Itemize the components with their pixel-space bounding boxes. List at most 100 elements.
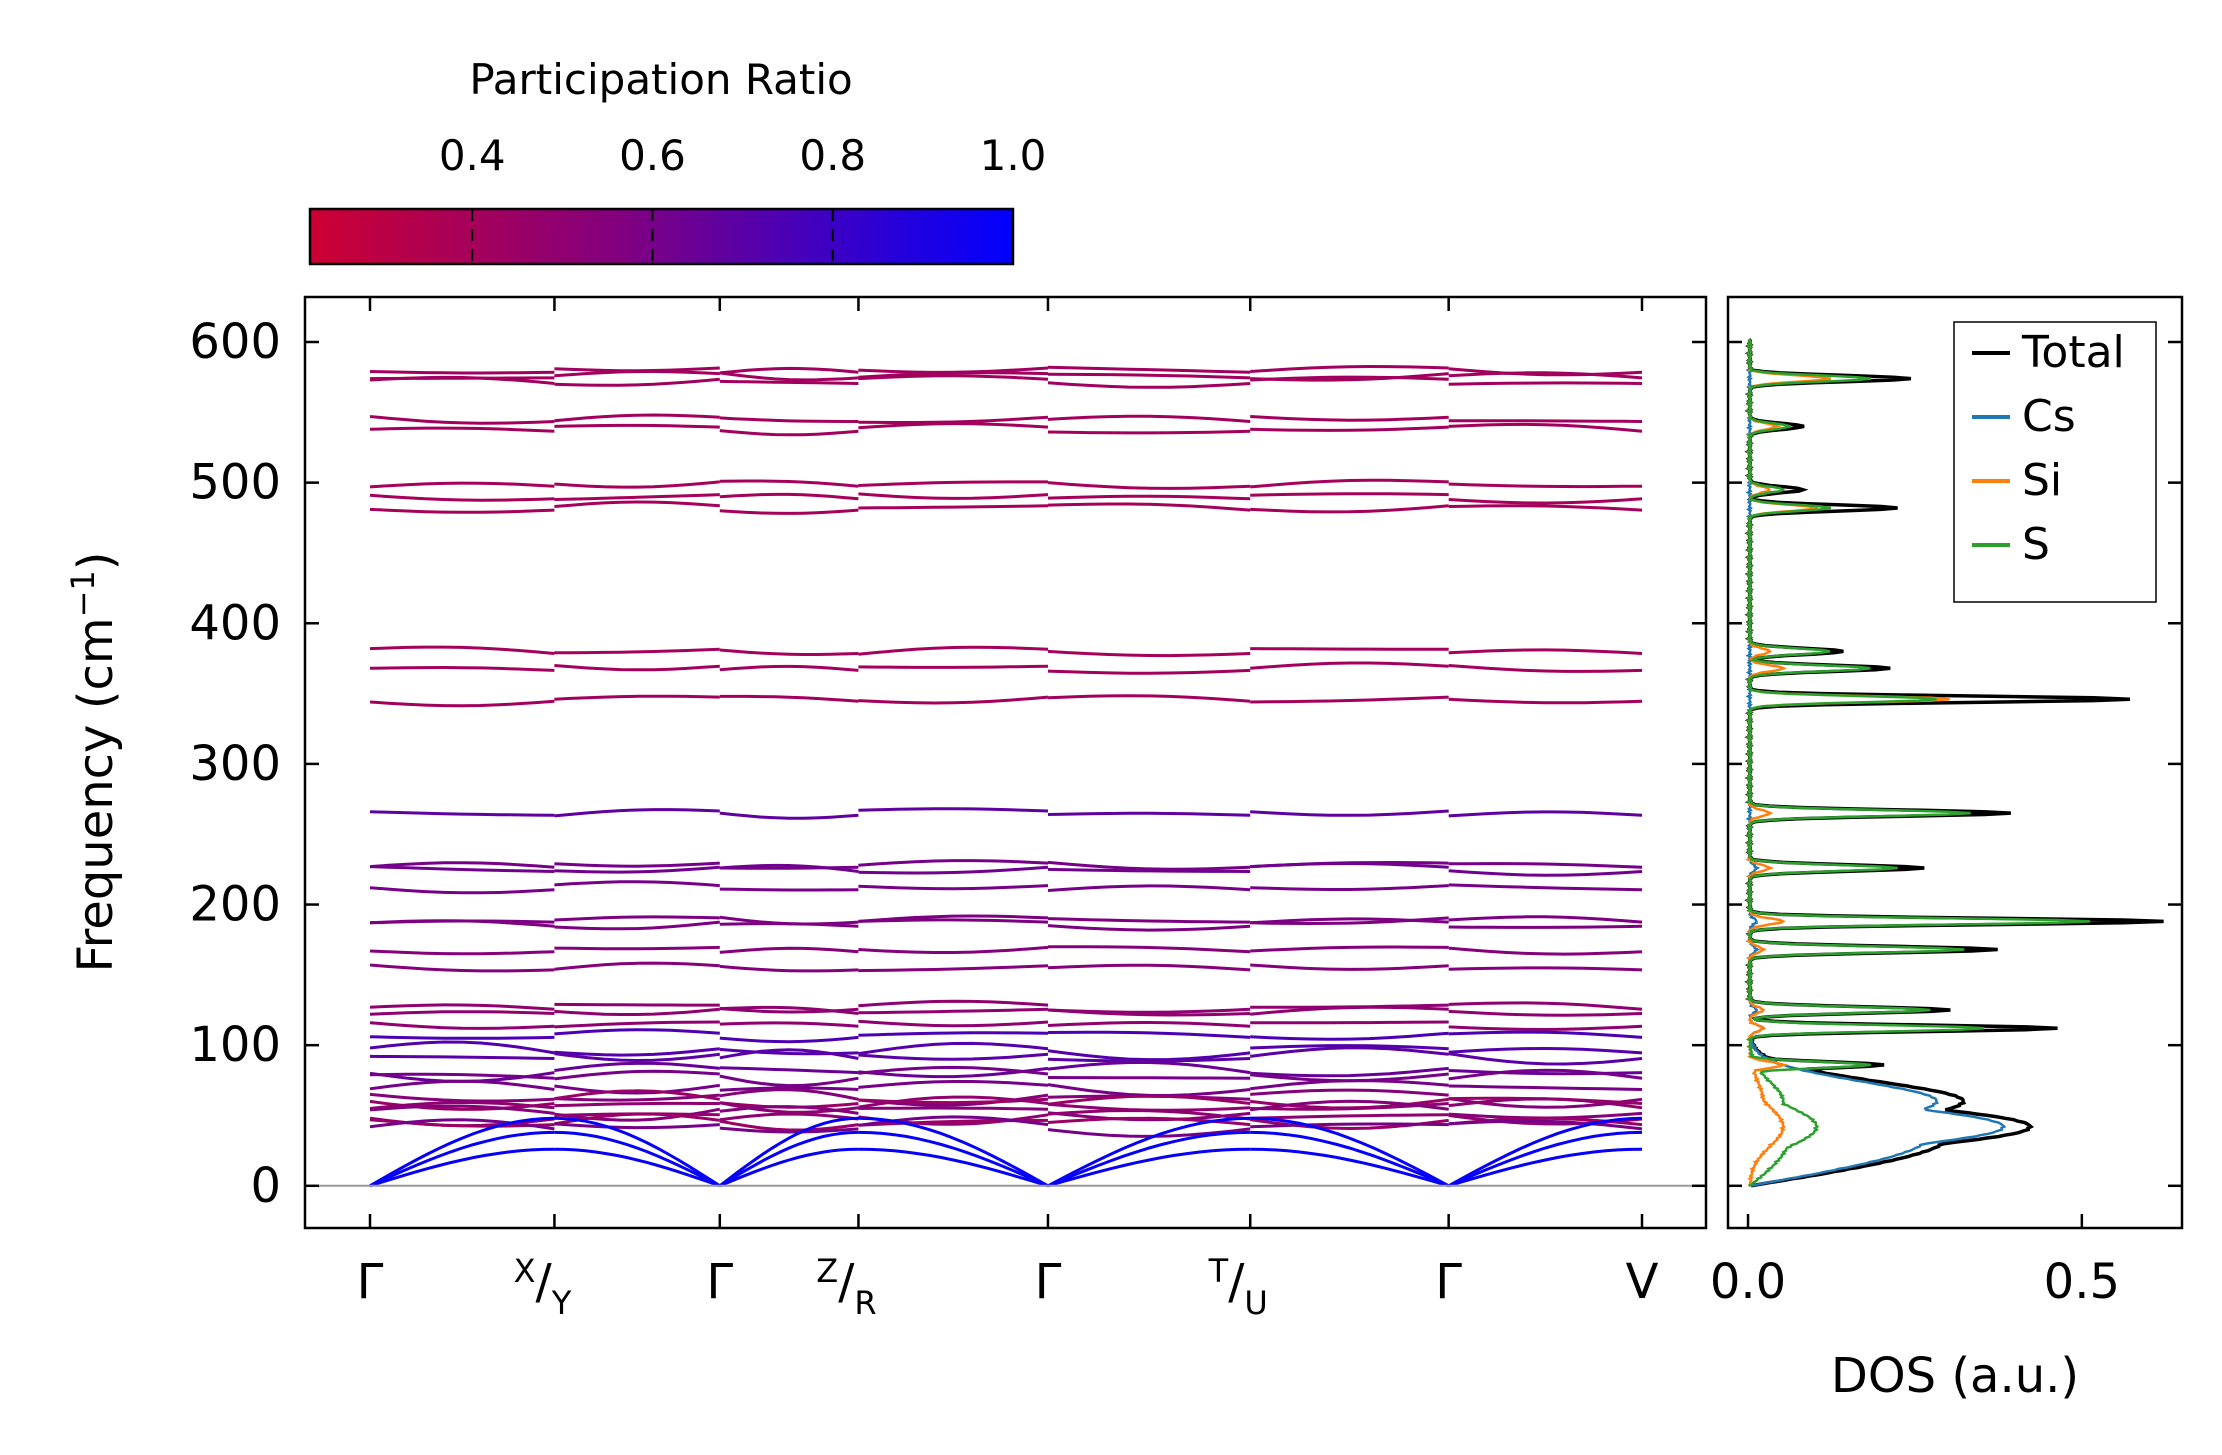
phonon-band <box>1047 668 1251 675</box>
phonon-band <box>719 1021 859 1028</box>
phonon-band <box>858 695 1049 705</box>
phonon-band <box>554 961 720 971</box>
y-axis-label: Frequency (cm−1) <box>64 551 124 972</box>
phonon-band <box>554 1007 720 1016</box>
phonon-band <box>858 374 1049 381</box>
phonon-band <box>1448 946 1643 956</box>
k-point-label: X/Y <box>514 1252 572 1322</box>
phonon-band <box>554 1101 720 1108</box>
k-point-label: V <box>1626 1254 1659 1310</box>
phonon-band <box>1047 429 1251 435</box>
phonon-band <box>719 664 859 672</box>
colorbar-tick-label: 0.4 <box>439 131 506 180</box>
phonon-band <box>1448 482 1643 489</box>
colorbar-tick-label: 1.0 <box>980 131 1047 180</box>
phonon-band <box>554 1061 720 1072</box>
phonon-band <box>554 1047 720 1057</box>
y-tick-label: 600 <box>189 314 281 370</box>
phonon-band <box>1250 917 1449 925</box>
phonon-band <box>554 1020 720 1029</box>
phonon-band <box>369 1010 555 1016</box>
acoustic-band <box>1250 1116 1450 1188</box>
y-tick-label: 500 <box>189 455 281 511</box>
band-structure-panel: 0 100 200 300 400 500 600 Γ X/Y Γ Z/R Γ T/U Γ V Frequ… <box>64 295 1708 1322</box>
phonon-band <box>554 861 720 868</box>
phonon-band <box>1047 917 1251 924</box>
acoustic-band <box>554 1130 721 1188</box>
colorbar-label: Participation Ratio <box>469 55 852 104</box>
phonon-band <box>1448 381 1643 386</box>
phonon-band <box>1250 375 1449 382</box>
colorbar-tick-label: 0.8 <box>799 131 866 180</box>
k-point-label: Γ <box>1435 1254 1462 1310</box>
phonon-band <box>1047 1008 1251 1017</box>
phonon-band <box>1047 481 1251 490</box>
phonon-band <box>369 1021 555 1030</box>
phonon-band <box>1250 861 1449 869</box>
phonon-band <box>554 1089 721 1101</box>
phonon-band <box>1448 1068 1643 1081</box>
phonon-band <box>858 945 1049 954</box>
phonon-band <box>369 1072 555 1080</box>
phonon-band <box>554 808 720 818</box>
phonon-band <box>554 647 720 655</box>
phonon-band <box>369 375 555 385</box>
phonon-band <box>369 507 555 514</box>
k-point-label: T/U <box>1208 1252 1268 1322</box>
dos-x-label: DOS (a.u.) <box>1831 1348 2079 1404</box>
phonon-band <box>1448 1084 1643 1091</box>
phonon-band <box>1047 372 1251 380</box>
phonon-band <box>858 918 1049 924</box>
phonon-band <box>554 664 720 672</box>
phonon-band <box>369 1092 555 1103</box>
phonon-band <box>1448 422 1643 433</box>
phonon-band <box>1250 1046 1449 1058</box>
phonon-band <box>858 859 1049 867</box>
phonon-band <box>369 1035 555 1040</box>
phonon-band <box>554 1122 720 1130</box>
acoustic-band <box>858 1116 1049 1188</box>
acoustic-band <box>369 1130 555 1188</box>
phonon-band <box>1448 1030 1643 1039</box>
phonon-band <box>1250 1005 1449 1016</box>
k-point-label: Γ <box>706 1254 733 1310</box>
acoustic-band <box>1250 1147 1450 1188</box>
phonon-band <box>719 694 859 703</box>
phonon-band <box>1047 1094 1251 1106</box>
phonon-band <box>858 1031 1049 1037</box>
phonon-band <box>858 964 1049 973</box>
phonon-band <box>719 811 859 820</box>
phonon-band <box>1448 1097 1643 1110</box>
phonon-band <box>369 1079 555 1091</box>
phonon-band <box>719 946 859 954</box>
phonon-band <box>369 810 555 817</box>
phonon-band <box>554 377 720 387</box>
phonon-band <box>554 1093 720 1102</box>
dos-series-s <box>1745 338 2091 1187</box>
phonon-band <box>554 1002 720 1007</box>
phonon-band <box>858 366 1049 374</box>
k-point-label: Z/R <box>816 1252 876 1322</box>
phonon-band <box>1047 860 1251 871</box>
phonon-band <box>719 1105 859 1115</box>
phonon-band <box>1047 963 1251 972</box>
phonon-band <box>719 429 859 437</box>
acoustic-band <box>369 1116 555 1188</box>
y-tick-label: 100 <box>189 1017 281 1073</box>
phonon-band <box>1047 1020 1251 1028</box>
legend-box <box>1953 321 2157 603</box>
phonon-band <box>369 1104 555 1115</box>
phonon-band <box>719 479 859 488</box>
legend-label: Si <box>2022 455 2062 506</box>
phonon-band <box>554 880 720 888</box>
phonon-band <box>1448 883 1643 892</box>
phonon-band <box>858 422 1049 430</box>
phonon-band <box>858 999 1049 1008</box>
y-tick-label: 400 <box>189 595 281 651</box>
phonon-band <box>554 694 720 701</box>
phonon-band <box>1250 478 1449 489</box>
phonon-band <box>1047 1061 1251 1075</box>
phonon-band <box>1047 365 1251 374</box>
phonon-band <box>719 887 859 892</box>
phonon-band <box>1448 367 1643 377</box>
